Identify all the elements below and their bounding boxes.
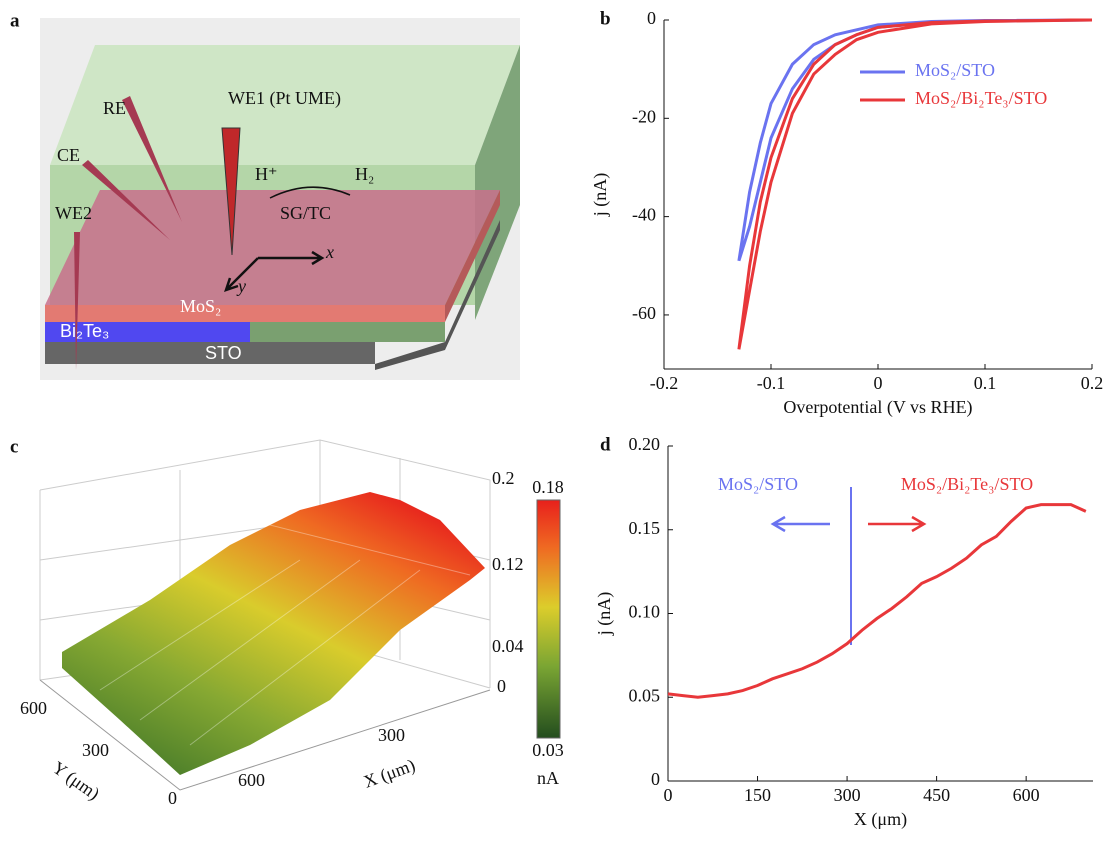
x-tick-label: 600: [1013, 785, 1040, 805]
mos2-top: [45, 190, 500, 305]
y-tick-label: 0: [647, 8, 656, 28]
annotation: MoS₂/STO: [718, 474, 798, 494]
reaction-to: H₂: [355, 164, 374, 184]
panel-label: c: [10, 436, 18, 457]
electrode-label: RE: [103, 98, 126, 118]
sto-layer: [45, 342, 375, 364]
base-axes: [39, 679, 491, 791]
electrode-label: CE: [57, 145, 80, 165]
x-tick-label: 600: [238, 770, 265, 790]
z-tick-label: 0.2: [492, 468, 515, 488]
bi2te3-layer: [45, 322, 250, 342]
reaction-arrow: [269, 186, 351, 199]
x-tick-label: 0.1: [974, 373, 997, 393]
panel-label: a: [10, 10, 20, 31]
re-tip: [122, 96, 182, 222]
x-axis-label: X (μm): [361, 755, 418, 793]
y-tick-label: 0: [168, 788, 177, 808]
z-tick-label: 0: [497, 676, 506, 696]
mos2-front: [45, 305, 445, 322]
x-tick-label: 450: [923, 785, 950, 805]
y-tick-label: 0.10: [629, 602, 661, 622]
y-tick-label: 600: [20, 698, 47, 718]
y-axis-label: j (nA): [590, 173, 611, 218]
x-axis-label: Overpotential (V vs RHE): [783, 397, 972, 418]
surface: [62, 492, 485, 775]
axis-label: y: [236, 276, 246, 296]
series-line: [667, 503, 1087, 699]
y-tick-label: -60: [632, 303, 656, 323]
panel-label: d: [600, 434, 611, 455]
legend-label: MoS₂/STO: [915, 60, 995, 80]
x-tick-label: 150: [744, 785, 771, 805]
layer-label: Bi₂Te₃: [60, 321, 109, 341]
we2-tip: [74, 232, 80, 370]
y-axis-label: j (nA): [594, 592, 615, 637]
z-tick-label: 0.12: [492, 554, 524, 574]
series-line: [737, 18, 1093, 262]
y-tick-label: 0.20: [629, 434, 661, 454]
surface-contours: [99, 519, 471, 746]
panel-label: b: [600, 8, 611, 29]
axis-label: x: [325, 242, 334, 262]
y-tick-label: -20: [632, 106, 656, 126]
colorbar-min: 0.03: [532, 740, 564, 760]
gap-layer: [250, 322, 445, 342]
x-tick-label: 0.2: [1081, 373, 1104, 393]
reaction-mode: SG/TC: [280, 203, 331, 223]
arrow-left: [770, 515, 830, 533]
colorbar: [536, 499, 561, 739]
mos2-side: [445, 190, 500, 322]
y-tick-label: 0.15: [629, 518, 661, 538]
x-tick-label: -0.2: [650, 373, 679, 393]
x-tick-label: 300: [378, 725, 405, 745]
y-tick-label: 0.05: [629, 685, 661, 705]
panel-a: a WE1 (Pt UME) RE CE WE2 H⁺ H₂ SG/TC x y…: [10, 10, 520, 380]
x-axis-label: X (μm): [854, 809, 907, 830]
panel-c: [39, 439, 561, 791]
axis-arrows: [224, 250, 325, 292]
green-top: [50, 45, 520, 165]
ce-tip: [82, 160, 170, 240]
colorbar-max: 0.18: [532, 477, 564, 497]
x-tick-label: -0.1: [757, 373, 786, 393]
y-axis-label: Y (μm): [48, 757, 103, 804]
reaction-from: H⁺: [255, 164, 278, 184]
legend-label: MoS₂/Bi₂Te₃/STO: [915, 88, 1047, 108]
electrode-label: WE1 (Pt UME): [228, 88, 341, 109]
electrode-label: WE2: [55, 203, 92, 223]
x-tick-label: 0: [874, 373, 883, 393]
annotation: MoS₂/Bi₂Te₃/STO: [901, 474, 1033, 494]
layer-label: MoS₂: [180, 296, 221, 316]
x-tick-label: 300: [834, 785, 861, 805]
we1-tip: [221, 127, 241, 256]
colorbar-unit: nA: [537, 768, 559, 788]
y-tick-label: -40: [632, 205, 656, 225]
x-tick-label: 0: [664, 785, 673, 805]
arrow-right: [868, 515, 927, 533]
y-tick-label: 300: [82, 740, 109, 760]
series-line: [737, 18, 1093, 350]
layer-label: STO: [205, 343, 242, 363]
y-tick-label: 0: [651, 769, 660, 789]
z-tick-label: 0.04: [492, 636, 524, 656]
